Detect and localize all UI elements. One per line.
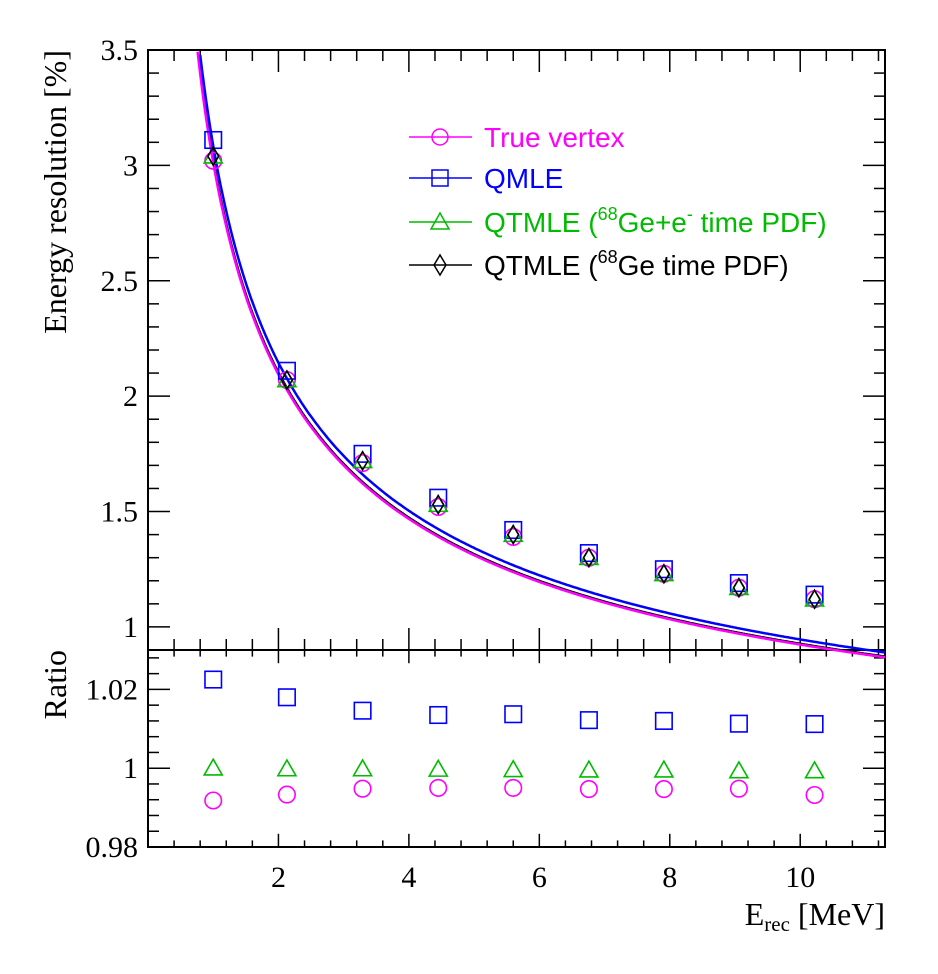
legend-item-qmle: QMLE (409, 163, 563, 194)
data-point-triangle (202, 757, 224, 776)
data-point-triangle (502, 759, 524, 778)
data-point-diamond (582, 547, 596, 569)
ratio-y-tick-label: 1 (123, 752, 138, 785)
main-y-tick-label: 2.5 (101, 265, 139, 298)
data-point-square (579, 544, 598, 563)
data-point-square (654, 560, 673, 579)
main-y-tick-label: 3.5 (101, 34, 139, 67)
data-point-diamond (280, 369, 294, 391)
data-point-diamond (657, 563, 671, 585)
legend-item-true-vertex: True vertex (409, 122, 625, 153)
x-tick-label: 4 (401, 861, 416, 894)
open-square-marker-icon (431, 169, 449, 187)
data-point-triangle (804, 760, 825, 779)
x-tick-label: 10 (785, 861, 815, 894)
data-point-diamond (356, 450, 369, 472)
data-point-circle (504, 778, 523, 797)
fit-curves (196, 51, 886, 659)
data-point-circle (579, 780, 598, 799)
data-point-triangle (427, 758, 449, 777)
data-point-diamond (732, 577, 746, 599)
data-point-square (429, 488, 448, 507)
data-point-circle (429, 497, 448, 516)
x-axis-title: Erec [MeV] (745, 896, 885, 936)
data-point-circle (805, 785, 824, 805)
data-point-diamond (808, 588, 821, 610)
data-point-square (729, 574, 748, 593)
main-y-axis-title: Energy resolution [%] (37, 50, 73, 334)
data-point-circle (353, 454, 372, 473)
data-point-square (504, 705, 523, 724)
x-tick-label: 8 (662, 861, 677, 894)
data-point-circle (729, 779, 748, 798)
data-point-triangle (352, 758, 373, 777)
open-circle-marker-icon (431, 128, 449, 146)
legend-item-qtmle-ge: QTMLE (68Ge time PDF) (409, 247, 789, 281)
data-point-triangle (728, 760, 750, 779)
ratio-plot-frame (147, 649, 886, 848)
x-tick-label: 2 (271, 861, 286, 894)
data-point-square (579, 711, 598, 730)
data-point-square (805, 585, 824, 604)
data-point-square (277, 361, 296, 380)
data-point-triangle (578, 759, 600, 778)
data-point-square (429, 705, 448, 725)
main-y-tick-label: 3 (123, 149, 138, 182)
data-point-circle (429, 778, 448, 797)
legend-item-qtmle-ge-e: QTMLE (68Ge+e- time PDF) (409, 204, 827, 238)
main-y-tick-label: 1.5 (101, 496, 139, 529)
data-point-square (654, 711, 673, 730)
open-diamond-marker-icon (433, 253, 447, 277)
main-y-tick-label: 2 (123, 380, 138, 413)
data-point-triangle (276, 758, 298, 777)
legend-label-qtmle-ge-e: QTMLE (68Ge+e- time PDF) (484, 204, 827, 238)
legend-label-qtmle-ge: QTMLE (68Ge time PDF) (484, 247, 789, 281)
main-y-tick-label: 1 (123, 611, 138, 644)
main-data-markers (202, 130, 825, 610)
ratio-y-axis-title: Ratio (37, 650, 73, 719)
open-triangle-marker-icon (429, 211, 451, 230)
data-point-diamond (206, 145, 220, 167)
ratio-y-tick-label: 0.98 (86, 831, 139, 864)
fit-curve-open-circle (196, 51, 886, 659)
ratio-axis-ticks: 2 4 6 8 10 0.98 1 1.02 (86, 650, 885, 894)
data-point-square (353, 701, 372, 720)
data-point-square (729, 714, 748, 733)
data-point-square (805, 715, 824, 734)
ratio-data-markers (202, 670, 825, 810)
data-point-circle (353, 779, 372, 798)
data-point-triangle (653, 759, 675, 778)
data-point-square (353, 444, 372, 463)
data-point-diamond (431, 494, 445, 516)
data-point-square (204, 670, 223, 689)
data-point-square (277, 688, 296, 707)
ratio-y-tick-label: 1.02 (86, 673, 139, 706)
data-point-diamond (506, 524, 520, 546)
x-tick-label: 6 (532, 861, 547, 894)
data-point-circle (654, 780, 673, 799)
legend: True vertex QMLE QTMLE (68Ge+e- time PDF… (409, 122, 827, 281)
data-point-square (504, 520, 523, 540)
data-point-circle (277, 785, 296, 804)
data-point-circle (204, 791, 223, 810)
fit-curve-open-square (198, 54, 886, 654)
legend-label-true-vertex: True vertex (484, 122, 625, 153)
legend-label-qmle: QMLE (484, 163, 563, 194)
